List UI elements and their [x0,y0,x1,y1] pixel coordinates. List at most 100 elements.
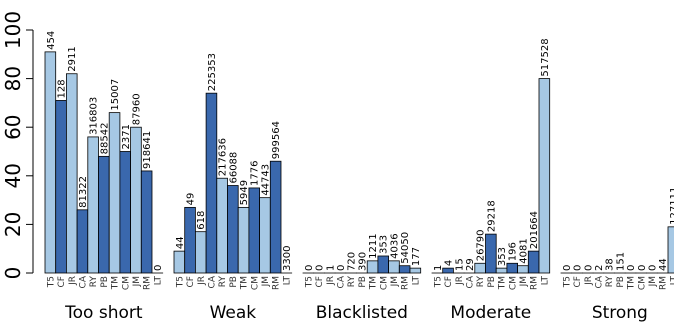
category-label: PB [487,276,497,288]
category-label: CF [315,276,325,287]
bar [44,51,57,274]
category-label: T5 [433,276,443,288]
value-label: 2911 [67,46,78,71]
category-label: CA [465,275,475,288]
category-label: CF [57,276,67,287]
category-label: RM [143,276,153,290]
bar [506,262,518,274]
category-label: T5 [46,276,56,288]
bars [44,51,674,274]
category-label: PB [100,276,110,288]
category-label: TM [627,276,637,290]
bar [485,233,497,274]
y-tick-label: 80 [1,66,25,91]
value-label: 517528 [540,38,551,76]
value-label: 26790 [476,229,487,261]
category-label: LT [540,276,550,286]
value-label: 353 [497,247,508,266]
value-label: 66088 [228,152,239,184]
category-label: RM [401,276,411,290]
group-label: Blacklisted [316,303,408,323]
y-tick-label: 20 [1,212,25,237]
value-label: 0 [562,265,573,271]
bar [98,155,110,274]
category-label: JM [390,276,400,287]
category-label: LT [411,276,421,286]
value-label: 44743 [260,164,271,196]
y-tick-label: 100 [1,11,25,49]
bar [269,160,282,274]
value-label: 127111 [669,187,674,225]
value-label: 0 [647,265,658,271]
value-label: 0 [583,265,594,271]
bar [184,206,196,274]
bar [119,151,132,274]
category-label: JM [132,276,142,287]
bar [216,177,228,274]
group-label: Strong [592,303,648,323]
bar [409,267,422,274]
category-label: RY [347,276,357,288]
category-label: PB [229,276,239,288]
value-label: 0 [626,265,637,271]
value-label: 1776 [250,160,261,185]
category-label: JR [68,276,78,286]
bar [495,267,508,274]
category-label: TM [498,276,508,290]
value-label: 54050 [400,232,411,264]
category-label: RY [89,276,99,288]
category-label: RY [218,276,228,288]
value-label: 15007 [110,79,121,111]
category-label: T5 [304,276,314,288]
category-label: RY [605,276,615,288]
group-labels: Too short Weak Blacklisted Moderate Strong [64,303,648,323]
value-label: 0 [336,265,347,271]
y-tick-label: 40 [1,163,25,188]
bar [173,250,186,274]
value-label: 353 [379,235,390,254]
value-label: 0 [153,265,164,271]
value-label: 15 [454,258,465,271]
value-label: 1 [325,265,336,271]
bar [76,209,89,274]
bar [248,187,260,274]
category-label: JM [519,276,529,287]
bar [237,206,250,274]
value-label: 151 [615,252,626,271]
category-label: TM [369,276,379,290]
value-label: 1 [433,265,444,271]
category-label: JR [197,276,207,286]
category-label: CA [78,275,88,288]
value-label: 0 [573,265,584,271]
group-label: Too short [64,303,143,323]
y-axis: 0 20 40 60 80 100 [1,11,34,279]
bar [205,92,218,274]
value-label: 177 [411,247,422,266]
category-label: CF [186,276,196,287]
category-label: CA [594,275,604,288]
value-label: 2 [594,265,605,271]
category-label: CM [250,276,260,290]
value-label: 0 [315,265,326,271]
value-label: 44 [175,236,186,249]
bar [398,265,411,274]
category-label: JM [648,276,658,287]
group-label: Moderate [450,303,531,323]
value-label: 720 [347,252,358,271]
value-label: 29 [465,258,476,271]
bar [87,136,99,274]
value-label: 618 [196,211,207,230]
value-label: 4 [444,260,455,266]
bar [55,100,67,274]
value-label: 0 [304,265,315,271]
category-label: RY [476,276,486,288]
value-label: 0 [637,265,648,271]
value-label: 5949 [239,180,250,205]
bar [130,126,142,274]
category-label: JM [261,276,271,287]
category-label: JR [326,276,336,286]
value-label: 87960 [131,93,142,125]
bar [108,112,121,274]
category-label: T5 [562,276,572,288]
category-label: LT [153,276,163,286]
